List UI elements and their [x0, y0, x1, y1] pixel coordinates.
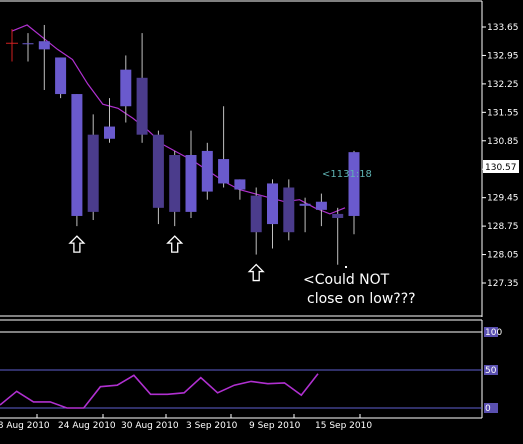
indicator-panel: [0, 320, 483, 418]
price-tick-label: 128.75: [487, 222, 519, 232]
price-tick-label: 133.65: [487, 23, 519, 33]
candle-body: [185, 155, 197, 212]
candle-body: [136, 77, 148, 135]
candle-body: [299, 203, 311, 206]
candles-layer: [6, 24, 360, 265]
up-arrow-marker: [247, 263, 265, 282]
candle-body: [283, 187, 295, 233]
main-panel: [0, 0, 483, 321]
price-tick-label: 130.85: [487, 137, 519, 147]
date-tick-label: 3 Sep 2010: [186, 421, 238, 431]
candle-body: [315, 201, 327, 210]
candle-body: [104, 126, 115, 139]
date-tick-label: 15 Sep 2010: [315, 421, 372, 431]
price-tick-label: 128.05: [487, 251, 519, 261]
date-axis: 18 Aug 2010 24 Aug 2010 30 Aug 2010 3 Sep 2…: [0, 414, 372, 431]
candle-body: [267, 183, 278, 225]
annotation-line-1: <Could NOT: [303, 272, 390, 288]
indicator-line: [0, 373, 319, 409]
price-tick-label: 127.35: [487, 279, 519, 289]
candle-body: [87, 134, 99, 212]
up-arrow-marker: [68, 235, 86, 253]
candle-body: [152, 134, 164, 208]
indicator-level-badge: [484, 327, 498, 337]
date-tick-label: 30 Aug 2010: [121, 421, 179, 431]
candle-body: [55, 57, 67, 95]
price-tick-label: 132.95: [487, 51, 519, 61]
date-tick-label: 9 Sep 2010: [249, 421, 301, 431]
candle-body: [22, 43, 34, 45]
annotation-dot: [345, 266, 347, 268]
price-tick-label: 129.45: [487, 194, 519, 204]
current-price-marker: 130.57: [483, 160, 519, 173]
candle-body: [234, 179, 246, 190]
candle-body: [201, 150, 213, 192]
indicator-level-badge: [484, 365, 498, 375]
indicator-level-label: 0: [485, 404, 491, 414]
candle-body: [120, 69, 132, 107]
price-tick-label: 132.25: [487, 80, 519, 90]
annotation-line-2: close on low???: [307, 291, 416, 307]
candle-body: [218, 159, 230, 184]
current-price-label: 130.57: [485, 163, 517, 173]
up-arrow-marker: [166, 235, 184, 253]
indicator-level-label: 50: [485, 366, 497, 376]
date-tick-label: 24 Aug 2010: [58, 421, 116, 431]
date-tick-label: 18 Aug 2010: [0, 421, 50, 431]
candle-body: [348, 152, 360, 216]
price-tick-label: 131.55: [487, 108, 519, 118]
candle-body: [71, 94, 83, 216]
arrows-layer: [68, 235, 265, 282]
bar-countdown: <1131:18: [322, 169, 372, 180]
candle-body: [332, 213, 344, 218]
indicator-line-layer: [0, 373, 319, 409]
indicator-level-label: 100: [485, 328, 502, 338]
current-price-label-bg: [483, 160, 519, 173]
candle-body: [250, 195, 262, 233]
candle-body: [38, 41, 50, 50]
indicator-level-badge: [484, 403, 498, 413]
candle-body: [169, 155, 181, 212]
